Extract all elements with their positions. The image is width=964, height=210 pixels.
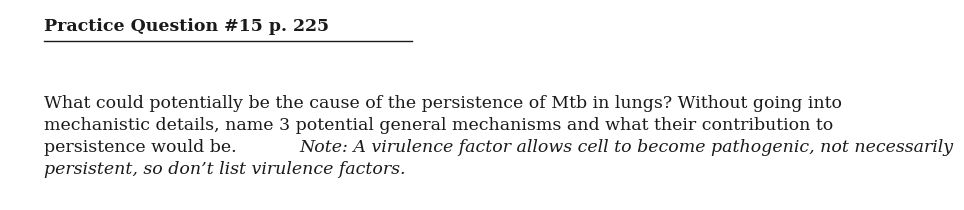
- Text: persistence would be.: persistence would be.: [44, 139, 242, 156]
- Text: Practice Question #15 p. 225: Practice Question #15 p. 225: [44, 18, 329, 35]
- Text: persistent, so don’t list virulence factors.: persistent, so don’t list virulence fact…: [44, 161, 406, 178]
- Text: mechanistic details, name 3 potential general mechanisms and what their contribu: mechanistic details, name 3 potential ge…: [44, 117, 833, 134]
- Text: What could potentially be the cause of the persistence of Mtb in lungs? Without : What could potentially be the cause of t…: [44, 95, 842, 112]
- Text: Note: A virulence factor allows cell to become pathogenic, not necessarily: Note: A virulence factor allows cell to …: [300, 139, 953, 156]
